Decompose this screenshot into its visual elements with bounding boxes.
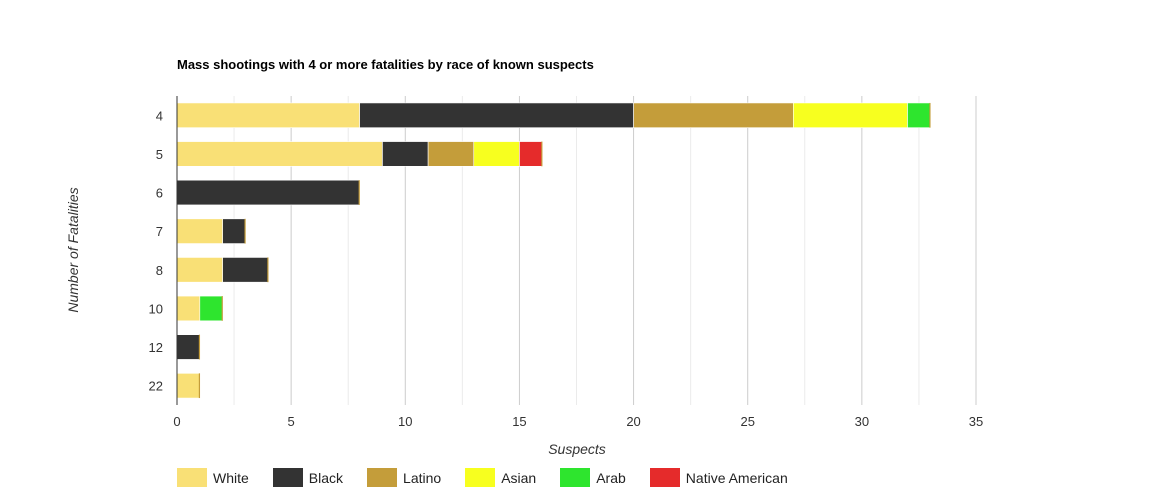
bar-latino-5 [427, 141, 475, 167]
x-tick-label: 15 [512, 414, 526, 429]
legend-item: Asian [465, 468, 536, 487]
bar-end-marker [358, 180, 360, 205]
x-tick-label: 5 [288, 414, 295, 429]
legend-label: Latino [403, 469, 442, 486]
bar-white-22 [176, 373, 201, 399]
legend-swatch [465, 468, 496, 487]
legend-label: White [213, 469, 249, 486]
bar-white-7 [176, 218, 223, 244]
bar-end-marker [267, 257, 269, 283]
y-tick-label: 4 [156, 108, 163, 123]
bar-end-marker [244, 218, 246, 244]
chart-title: Mass shootings with 4 or more fatalities… [177, 57, 594, 72]
y-tick-label: 6 [156, 186, 163, 201]
bar-black-6 [176, 179, 360, 206]
bar-arab-10 [199, 295, 223, 322]
legend-label: Arab [596, 469, 626, 486]
x-tick-label: 0 [173, 414, 180, 429]
bar-asian-5 [473, 141, 520, 167]
bar-latino-4 [633, 102, 794, 128]
x-tick-label: 30 [855, 414, 869, 429]
bar-black-8 [222, 257, 269, 283]
bar-end-marker [198, 373, 201, 399]
bar-native-american-5 [519, 141, 543, 167]
legend-item: Black [272, 468, 344, 487]
legend-swatch [177, 468, 207, 487]
bar-black-7 [222, 218, 246, 244]
bar-black-5 [382, 141, 429, 167]
x-tick-label: 20 [626, 414, 640, 429]
legend-item: White [177, 468, 249, 487]
bar-white-5 [176, 141, 383, 167]
x-axis-label: Suspects [548, 441, 606, 457]
legend-swatch [560, 468, 591, 487]
legend-swatch [649, 468, 680, 487]
bar-white-8 [176, 257, 223, 283]
bar-end-marker [198, 334, 201, 360]
legend-item: Arab [560, 468, 626, 487]
x-ticks: 0 5 10 15 20 25 30 35 [173, 414, 983, 429]
y-tick-label: 7 [156, 224, 163, 239]
legend-label: Asian [501, 469, 537, 486]
legend-item: Latino [367, 468, 441, 487]
y-tick-label: 8 [156, 263, 163, 278]
x-tick-label: 35 [969, 414, 983, 429]
bar-end-marker [221, 296, 223, 321]
legend-swatch [367, 468, 398, 487]
bar-arab-4 [907, 102, 931, 128]
y-tick-label: 22 [149, 379, 163, 394]
legend-swatch [272, 468, 303, 487]
y-tick-label: 12 [149, 340, 163, 355]
x-tick-label: 10 [398, 414, 412, 429]
bar-end-marker [929, 102, 931, 128]
legend-item: Native American [649, 468, 788, 487]
bar-asian-4 [793, 102, 908, 128]
bar-black-12 [176, 334, 201, 360]
y-ticks: 4 5 6 7 8 10 12 22 [149, 108, 163, 393]
bar-black-4 [359, 102, 634, 128]
y-tick-label: 10 [149, 301, 163, 316]
y-tick-label: 5 [156, 147, 163, 162]
bar-end-marker [541, 141, 543, 167]
bar-white-10 [176, 295, 201, 322]
legend-label: Native American [685, 469, 788, 486]
bars [176, 96, 931, 405]
x-tick-label: 25 [740, 414, 754, 429]
legend: White Black Latino Asian Arab Native American [177, 468, 812, 487]
bar-white-4 [176, 102, 360, 128]
legend-label: Black [308, 469, 344, 486]
y-axis-label: Number of Fatalities [65, 187, 81, 312]
